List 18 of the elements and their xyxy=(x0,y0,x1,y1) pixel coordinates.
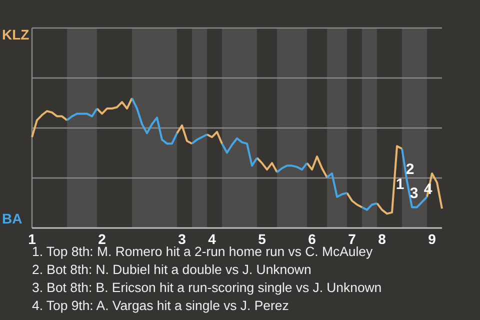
x-tick-label: 5 xyxy=(258,230,266,247)
text: 4. Top 9th: A. Vargas hit a single vs J. Perez xyxy=(32,297,290,315)
x-tick-label: 8 xyxy=(378,230,386,247)
annotation: 1 xyxy=(396,176,404,193)
text: KLZ xyxy=(2,26,30,43)
x-tick-label: 7 xyxy=(348,230,356,247)
text: 1. Top 8th: M. Romero hit a 2-run home run vs C. McAuley xyxy=(32,244,373,259)
text: 2. Bot 8th: N. Dubiel hit a double vs J. Unknown xyxy=(32,261,312,279)
text: 3. Bot 8th: B. Ericson hit a run-scoring single vs J. Unknown xyxy=(32,279,382,297)
x-tick-label: 2 xyxy=(98,230,106,247)
annotation: 2 xyxy=(406,160,414,178)
x-tick-label: 4 xyxy=(208,230,216,247)
x-tick-label: 6 xyxy=(308,230,316,247)
x-tick-label: 3 xyxy=(178,230,186,247)
x-tick-label: 9 xyxy=(428,230,436,247)
x-tick-label: 1 xyxy=(28,230,36,247)
annotation: 3 xyxy=(410,184,418,202)
text: BA xyxy=(2,210,22,227)
